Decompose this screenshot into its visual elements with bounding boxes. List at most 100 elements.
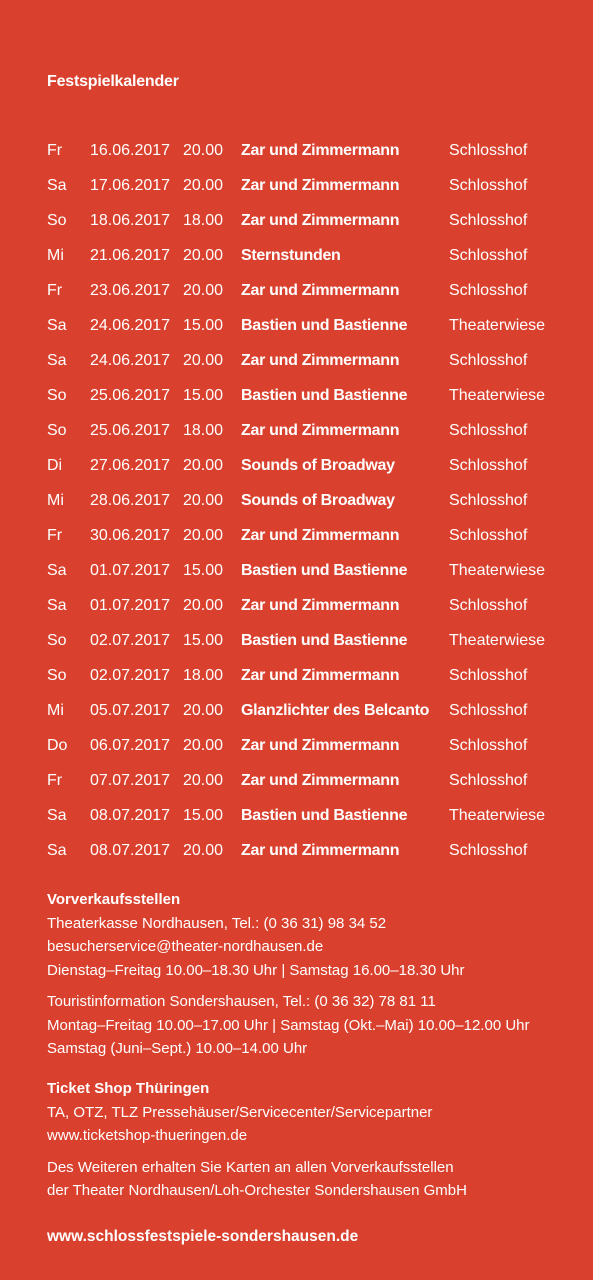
date: 02.07.2017 bbox=[90, 667, 171, 684]
theater-hours: Dienstag–Freitag 10.00–18.30 Uhr | Samst… bbox=[47, 961, 465, 979]
venue: Schlosshof bbox=[449, 702, 528, 719]
spacer bbox=[47, 1148, 577, 1156]
date: 01.07.2017 bbox=[90, 562, 171, 579]
venue: Schlosshof bbox=[449, 527, 528, 544]
date: 28.06.2017 bbox=[90, 492, 171, 509]
date: 02.07.2017 bbox=[90, 632, 171, 649]
venue: Schlosshof bbox=[449, 247, 528, 264]
weekday: Do bbox=[47, 737, 68, 754]
schedule-row: Fr 16.06.2017 20.00 Zar und Zimmermann Schlo… bbox=[47, 139, 577, 174]
event-title: Zar und Zimmermann bbox=[241, 422, 400, 439]
ticketshop-url[interactable]: www.ticketshop-thueringen.de bbox=[47, 1127, 248, 1144]
time: 18.00 bbox=[183, 422, 224, 439]
venue: Schlosshof bbox=[449, 142, 528, 159]
venue: Schlosshof bbox=[449, 282, 528, 299]
schedule-row: Do 06.07.2017 20.00 Zar und Zimmermann Schlo… bbox=[47, 734, 577, 769]
time: 20.00 bbox=[183, 597, 224, 614]
date: 07.07.2017 bbox=[90, 772, 171, 789]
weekday: Fr bbox=[47, 527, 63, 544]
tourist-hours-weekday: Montag–Freitag 10.00–17.00 Uhr | Samstag… bbox=[47, 1016, 530, 1034]
time: 18.00 bbox=[183, 667, 224, 684]
event-title: Sounds of Broadway bbox=[241, 457, 395, 474]
event-title: Zar und Zimmermann bbox=[241, 842, 400, 859]
venue: Schlosshof bbox=[449, 772, 528, 789]
weekday: So bbox=[47, 422, 67, 439]
weekday: Sa bbox=[47, 842, 67, 859]
schedule-row: So 25.06.2017 15.00 Bastien und Bastienne Th… bbox=[47, 384, 577, 419]
weekday: Sa bbox=[47, 562, 67, 579]
date: 06.07.2017 bbox=[90, 737, 171, 754]
time: 20.00 bbox=[183, 702, 224, 719]
venue: Theaterwiese bbox=[449, 317, 546, 334]
date: 17.06.2017 bbox=[90, 177, 171, 194]
schedule-table: Fr 16.06.2017 20.00 Zar und Zimmermann Schlo… bbox=[47, 139, 577, 874]
schedule-row: Sa 17.06.2017 20.00 Zar und Zimmermann Schlo… bbox=[47, 174, 577, 209]
theater-email[interactable]: besucherservice@theater-nordhausen.de bbox=[47, 938, 324, 955]
schedule-row: Fr 23.06.2017 20.00 Zar und Zimmermann Schlo… bbox=[47, 279, 577, 314]
event-title: Zar und Zimmermann bbox=[241, 282, 400, 299]
time: 15.00 bbox=[183, 387, 224, 404]
ticketshop-heading: Ticket Shop Thüringen bbox=[47, 1080, 210, 1097]
venue: Schlosshof bbox=[449, 212, 528, 229]
date: 16.06.2017 bbox=[90, 142, 171, 159]
date: 18.06.2017 bbox=[90, 212, 171, 229]
date: 25.06.2017 bbox=[90, 387, 171, 404]
event-title: Zar und Zimmermann bbox=[241, 352, 400, 369]
time: 20.00 bbox=[183, 772, 224, 789]
website-link[interactable]: www.schlossfestspiele-sondershausen.de bbox=[47, 1228, 359, 1245]
tourist-contact: Touristinformation Sondershausen, Tel.: … bbox=[47, 993, 436, 1010]
weekday: So bbox=[47, 212, 67, 229]
schedule-row: So 18.06.2017 18.00 Zar und Zimmermann Schlo… bbox=[47, 209, 577, 244]
presale-heading: Vorverkaufsstellen bbox=[47, 891, 181, 908]
spacer bbox=[47, 982, 577, 990]
date: 25.06.2017 bbox=[90, 422, 171, 439]
schedule-row: Sa 24.06.2017 15.00 Bastien und Bastienne Th… bbox=[47, 314, 577, 349]
schedule-row: Sa 01.07.2017 15.00 Bastien und Bastienne Th… bbox=[47, 559, 577, 594]
time: 15.00 bbox=[183, 807, 224, 824]
page-title: Festspielkalender bbox=[47, 73, 179, 90]
weekday: Sa bbox=[47, 807, 67, 824]
venue: Schlosshof bbox=[449, 492, 528, 509]
date: 24.06.2017 bbox=[90, 317, 171, 334]
weekday: So bbox=[47, 387, 67, 404]
time: 20.00 bbox=[183, 737, 224, 754]
date: 01.07.2017 bbox=[90, 597, 171, 614]
venue: Schlosshof bbox=[449, 597, 528, 614]
date: 08.07.2017 bbox=[90, 842, 171, 859]
weekday: Sa bbox=[47, 352, 67, 369]
time: 15.00 bbox=[183, 562, 224, 579]
weekday: Fr bbox=[47, 772, 63, 789]
time: 20.00 bbox=[183, 282, 224, 299]
schedule-row: So 02.07.2017 18.00 Zar und Zimmermann Schlo… bbox=[47, 664, 577, 699]
time: 18.00 bbox=[183, 212, 224, 229]
schedule-row: So 25.06.2017 18.00 Zar und Zimmermann Schlo… bbox=[47, 419, 577, 454]
ticketshop-note-2: der Theater Nordhausen/Loh-Orchester Son… bbox=[47, 1182, 467, 1199]
venue: Theaterwiese bbox=[449, 632, 546, 649]
event-title: Bastien und Bastienne bbox=[241, 807, 408, 824]
date: 27.06.2017 bbox=[90, 457, 171, 474]
venue: Schlosshof bbox=[449, 737, 528, 754]
venue: Schlosshof bbox=[449, 457, 528, 474]
time: 20.00 bbox=[183, 177, 224, 194]
weekday: Mi bbox=[47, 702, 64, 719]
event-title: Bastien und Bastienne bbox=[241, 387, 408, 404]
schedule-row: So 02.07.2017 15.00 Bastien und Bastienne Th… bbox=[47, 629, 577, 664]
weekday: Mi bbox=[47, 247, 64, 264]
theater-contact: Theaterkasse Nordhausen, Tel.: (0 36 31)… bbox=[47, 914, 387, 932]
event-title: Zar und Zimmermann bbox=[241, 177, 400, 194]
schedule-row: Fr 07.07.2017 20.00 Zar und Zimmermann Schlo… bbox=[47, 769, 577, 804]
schedule-row: Sa 01.07.2017 20.00 Zar und Zimmermann Schlo… bbox=[47, 594, 577, 629]
venue: Theaterwiese bbox=[449, 562, 546, 579]
schedule-row: Mi 05.07.2017 20.00 Glanzlichter des Belcan… bbox=[47, 699, 577, 734]
weekday: Fr bbox=[47, 282, 63, 299]
weekday: Sa bbox=[47, 177, 67, 194]
venue: Schlosshof bbox=[449, 422, 528, 439]
presale-section: Vorverkaufsstellen Theaterkasse Nordhaus… bbox=[47, 888, 577, 1061]
venue: Schlosshof bbox=[449, 842, 528, 859]
time: 20.00 bbox=[183, 527, 224, 544]
event-title: Zar und Zimmermann bbox=[241, 142, 400, 159]
venue: Schlosshof bbox=[449, 352, 528, 369]
time: 20.00 bbox=[183, 457, 224, 474]
event-title: Zar und Zimmermann bbox=[241, 212, 400, 229]
time: 20.00 bbox=[183, 492, 224, 509]
